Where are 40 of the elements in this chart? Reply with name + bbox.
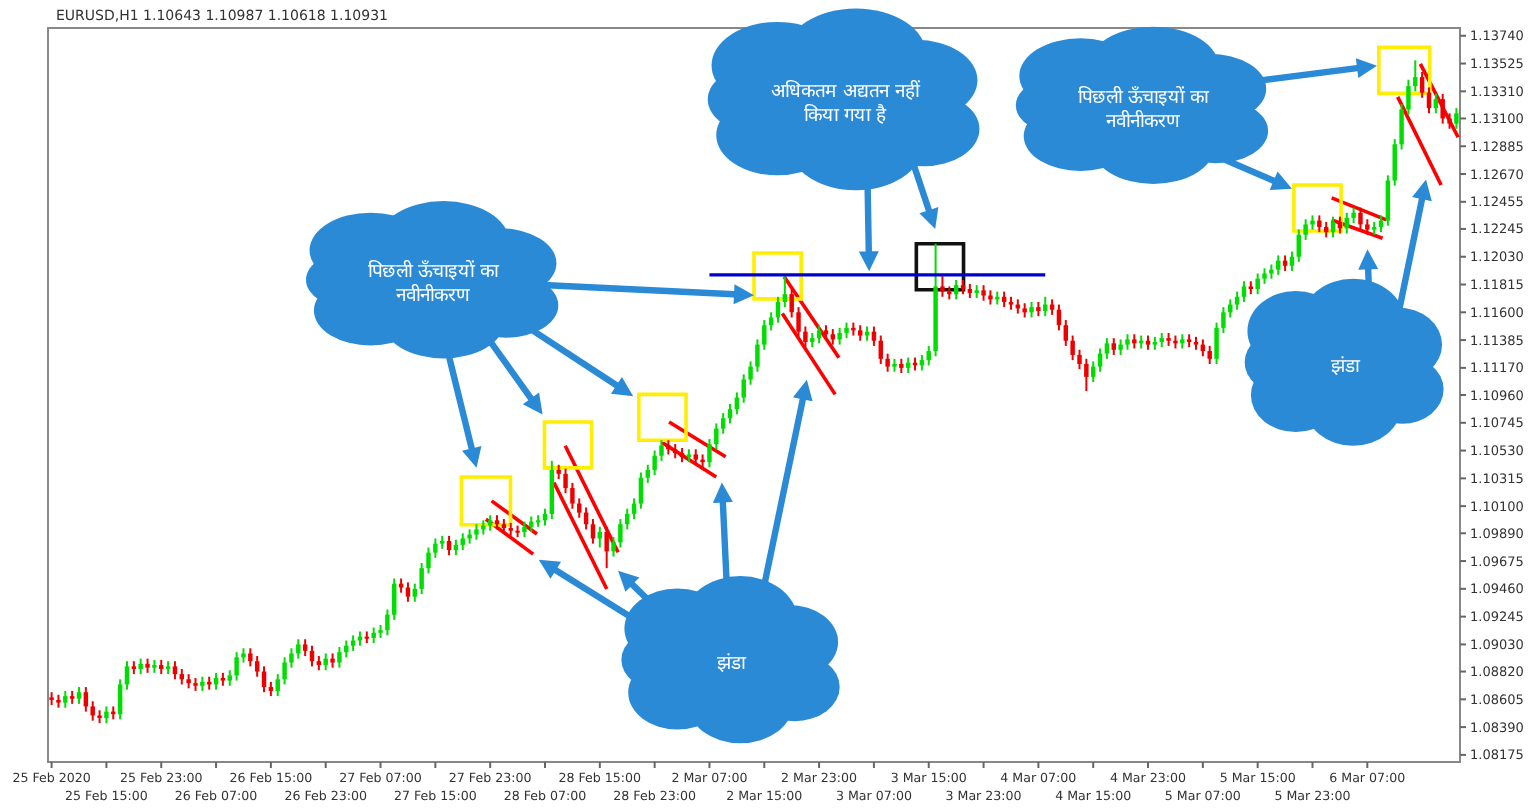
candlestick [1289,250,1295,272]
candlestick [1276,254,1281,276]
candlestick [1097,347,1103,373]
candlestick [254,655,260,678]
candlestick [405,581,411,603]
annotation: पिछली ऊँचाइयों का नवीनीकरण [368,259,501,308]
candlestick [1358,206,1363,231]
candlestick [1084,357,1089,393]
candlestick [337,645,342,669]
candlestick [1207,344,1212,365]
candlestick [940,275,945,298]
candlestick [1433,92,1439,115]
candlestick [234,651,239,682]
candlestick [296,638,301,660]
candlestick [816,324,822,345]
candlestick [1234,290,1240,311]
candlestick [604,525,609,570]
candlestick [117,678,123,721]
candlestick [172,660,178,681]
candlestick [953,278,959,301]
candlestick [1296,228,1302,263]
candlestick [871,325,877,347]
candlestick [1104,337,1110,360]
candlestick [1419,70,1425,99]
candlestick [1385,174,1391,227]
annotation: झंडा [717,653,748,676]
annotation: झंडा [1330,355,1361,378]
candlestick [549,459,555,521]
candlestick [1241,280,1247,303]
candlestick [1440,92,1445,125]
annotation: अधिकतम अद्यतन नहीं किया गया है [770,79,921,128]
candlestick [1063,319,1069,347]
candlestick [782,273,788,309]
candlestick [638,471,644,510]
candlestick [1255,272,1260,296]
candlestick [1454,107,1459,130]
candlestick [645,463,651,484]
candlestick [446,534,452,557]
annotation: पिछली ऊँचाइयों का नवीनीकरण [1077,84,1210,133]
candlestick [727,403,733,425]
